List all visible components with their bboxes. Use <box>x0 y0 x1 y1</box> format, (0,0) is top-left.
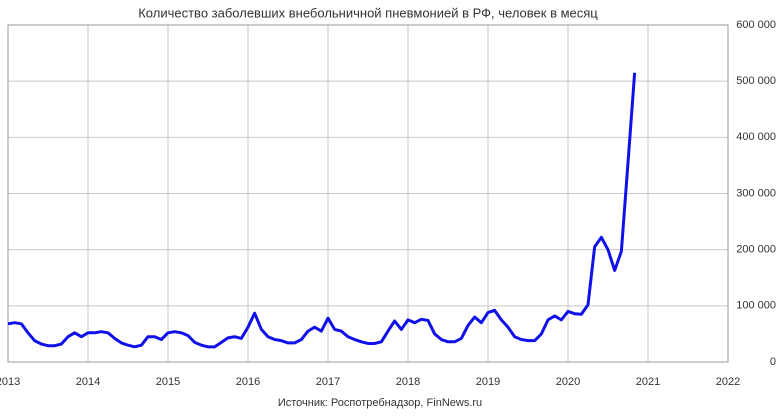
source: Источник: Роспотребнадзор, FinNews.ru <box>278 397 482 409</box>
x-tick-label: 2018 <box>396 376 420 388</box>
plot-frame <box>7 24 729 363</box>
x-tick-label: 2020 <box>556 376 580 388</box>
y-tick-label: 400 000 <box>736 131 776 143</box>
line <box>7 72 637 349</box>
x-tick-label: 2016 <box>236 376 260 388</box>
x-tick-label: 2017 <box>316 376 340 388</box>
x-tick-label: 2015 <box>156 376 180 388</box>
x-tick-label: 2019 <box>476 376 500 388</box>
y-tick-label: 300 000 <box>736 187 776 199</box>
chart-title: Количество заболевших внебольничной пнев… <box>138 5 598 20</box>
y-tick-label: 500 000 <box>736 75 776 87</box>
x-tick-label: 2013 <box>0 376 20 388</box>
y-tick-label: 200 000 <box>736 244 776 256</box>
y-tick-label: 100 000 <box>736 300 776 312</box>
x-tick-label: 2022 <box>716 376 740 388</box>
y-tick-label: 0 <box>770 356 776 368</box>
y-tick-label: 600 000 <box>736 19 776 31</box>
x-tick-label: 2014 <box>76 376 100 388</box>
x-tick-label: 2021 <box>636 376 660 388</box>
